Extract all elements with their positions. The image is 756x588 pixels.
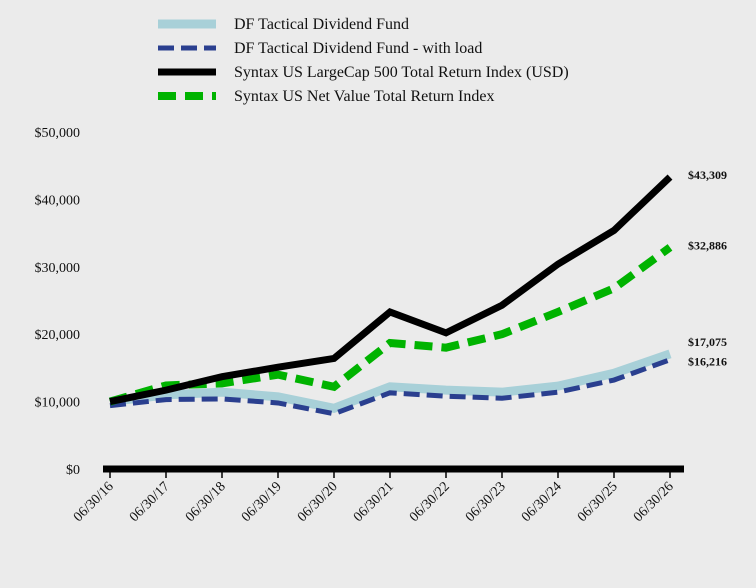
x-tick-label: 06/30/20 xyxy=(295,479,341,525)
y-tick-label: $0 xyxy=(66,463,80,478)
plot-area xyxy=(108,174,673,417)
legend-label: DF Tactical Dividend Fund - with load xyxy=(234,40,482,57)
end-value-label: $43,309 xyxy=(688,168,727,182)
x-tick-label: 06/30/22 xyxy=(407,479,453,525)
y-tick-label: $50,000 xyxy=(35,126,81,141)
x-axis: 06/30/16 06/30/17 06/30/18 06/30/19 06/30/20… xyxy=(71,465,684,525)
x-tick-label: 06/30/21 xyxy=(351,479,397,525)
y-tick-label: $10,000 xyxy=(35,396,81,411)
series-line xyxy=(109,349,672,414)
y-tick-label: $20,000 xyxy=(35,328,81,343)
x-tick-label: 06/30/17 xyxy=(127,479,173,525)
x-tick-label: 06/30/23 xyxy=(463,479,509,525)
series-line xyxy=(109,357,671,417)
legend-label: DF Tactical Dividend Fund xyxy=(234,16,409,33)
x-tick-label: 06/30/24 xyxy=(519,479,565,525)
x-tick-label: 06/30/25 xyxy=(575,479,621,525)
x-tick-label: 06/30/16 xyxy=(71,479,117,525)
x-tick-label: 06/30/26 xyxy=(631,479,677,525)
end-value-label: $16,216 xyxy=(688,355,727,369)
end-value-label: $32,886 xyxy=(688,238,727,252)
x-tick-label: 06/30/19 xyxy=(239,479,285,525)
end-labels: $17,075 $16,216 $43,309 $32,886 xyxy=(688,168,727,369)
legend-label: Syntax US LargeCap 500 Total Return Inde… xyxy=(234,64,569,81)
legend: DF Tactical Dividend Fund DF Tactical Div… xyxy=(158,16,569,105)
y-tick-label: $40,000 xyxy=(35,193,81,208)
y-axis: $0 $10,000 $20,000 $30,000 $40,000 $50,000 xyxy=(35,126,81,478)
legend-label: Syntax US Net Value Total Return Index xyxy=(234,88,494,105)
x-tick-label: 06/30/18 xyxy=(183,479,229,525)
end-value-label: $17,075 xyxy=(688,335,727,349)
y-tick-label: $30,000 xyxy=(35,261,81,276)
series-line xyxy=(109,174,673,406)
